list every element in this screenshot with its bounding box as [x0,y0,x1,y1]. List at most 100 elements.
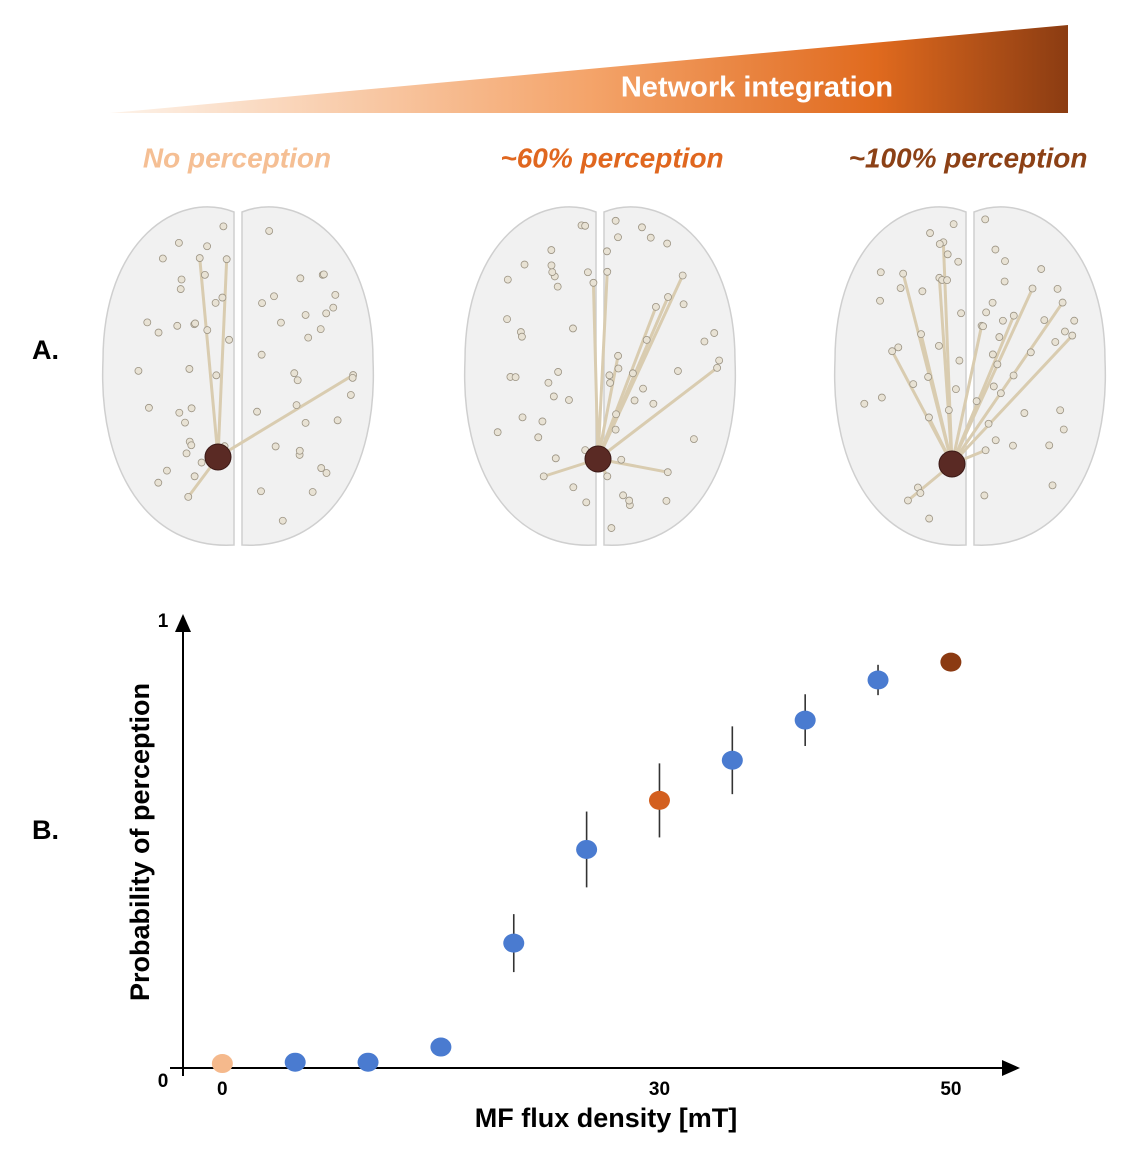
brain-node [652,303,660,311]
brain-node [511,373,520,382]
data-point [867,670,889,690]
brain-node [896,284,905,292]
hub-node [584,445,612,473]
brain-node [549,392,558,401]
hub-node [938,450,966,478]
brain-node [909,380,918,389]
brain-node [916,489,925,497]
brain-node [197,458,206,467]
brain-node [329,303,338,312]
brain-node [993,360,1002,369]
brain-node [926,229,934,237]
brain-node [998,316,1007,325]
brain-node [957,309,965,318]
brain-node [304,333,313,342]
brain-node [619,491,627,500]
brain-node [185,365,194,373]
brain-node [182,449,191,458]
brain-node [943,250,952,259]
brain-node [154,328,163,337]
brain-node [860,399,869,408]
brain-node [225,335,233,344]
brain-node [603,267,612,276]
brain-node [628,369,637,378]
brain-node [991,245,1000,254]
brain-node [981,215,990,224]
brain-node [1020,409,1029,417]
condition-label: ~100% perception [849,142,1088,173]
brain-node [625,496,634,505]
brain-node [649,399,658,408]
brain-node [301,418,310,427]
brain-node [503,315,511,324]
brain-node [617,455,626,464]
gradient-title: Network integration [621,72,893,104]
brain-node [989,382,998,391]
brain-node [888,347,897,356]
brain-node [219,222,228,231]
brain-node [1059,425,1068,434]
brain-node [534,433,543,442]
data-point [284,1052,306,1072]
brain-node [614,364,623,373]
brain-node [955,356,964,365]
condition-label: ~60% perception [500,142,723,173]
y-tick-label: 1 [158,611,169,632]
brain-node [996,389,1005,398]
brain-hemisphere [603,206,737,546]
brain-node [322,309,331,318]
brain-node [222,255,231,264]
brain-node [678,271,687,280]
brain-node [565,396,573,404]
data-point [211,1054,233,1074]
brain-node [190,472,199,481]
brain-node [548,268,557,276]
brain-node [603,472,612,481]
brain-node [212,371,221,380]
brain-node [1051,338,1060,346]
brain-node [1000,277,1009,286]
brain-node [270,292,278,301]
brain-node [292,401,301,410]
brain-node [257,350,266,359]
brain-node [191,319,200,328]
brain-node [690,435,698,444]
brain-node [271,442,280,451]
brain-node [1061,327,1069,336]
brain-node [348,373,357,382]
brain-node [894,343,903,352]
brain-node [1056,406,1065,415]
brain-node [1045,441,1054,450]
brain-node [301,311,310,319]
brain-node [639,384,647,393]
brain-node [518,413,527,422]
brain-node [322,469,331,477]
brain-node [293,376,302,385]
brain-node [1058,298,1067,307]
brain-node [991,436,1000,445]
brain-node [134,366,143,375]
connection [950,325,984,465]
brain-node [200,270,209,279]
brain-node [954,257,963,266]
brain-node [290,369,299,378]
connection [597,366,719,461]
y-tick-label: 0 [158,1071,169,1092]
brain-node [607,524,616,532]
connection [591,282,600,460]
brain-node [710,329,719,337]
brain-node [1048,481,1057,490]
brain-node [553,282,562,291]
brain-node [646,233,655,242]
brain-node [876,268,885,277]
brain-hemisphere [241,206,375,546]
brain-node [982,308,991,317]
brain-node [203,242,211,251]
brain-node [187,441,196,450]
brain-node [713,363,722,372]
brain-node [333,416,342,425]
brain-node [1009,311,1018,320]
brain-node [551,454,560,463]
connection [216,259,229,458]
